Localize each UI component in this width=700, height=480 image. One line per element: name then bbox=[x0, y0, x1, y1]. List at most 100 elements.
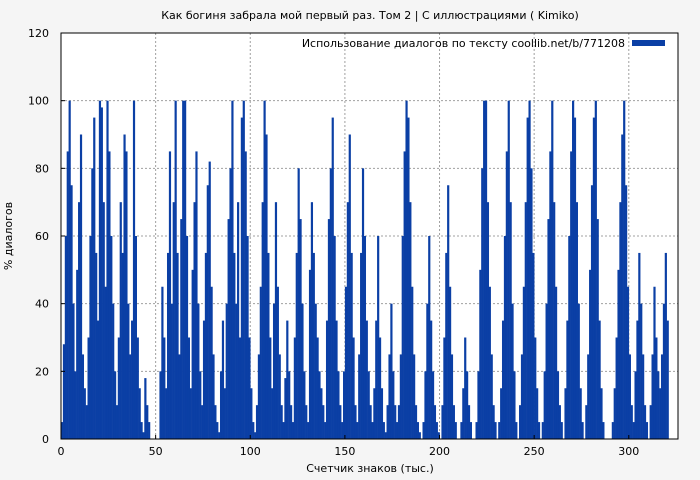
bar bbox=[202, 320, 206, 439]
bar bbox=[360, 252, 363, 439]
bar bbox=[291, 422, 295, 439]
bar bbox=[168, 151, 172, 440]
bar bbox=[592, 117, 596, 439]
bar bbox=[218, 432, 221, 439]
bar bbox=[409, 202, 412, 439]
bar bbox=[314, 303, 317, 439]
bar bbox=[195, 151, 198, 440]
bar bbox=[189, 388, 192, 439]
bar bbox=[214, 405, 217, 439]
bar bbox=[363, 236, 367, 439]
bar bbox=[187, 337, 190, 439]
bar bbox=[628, 354, 631, 439]
bar bbox=[295, 252, 298, 439]
x-tick-label: 50 bbox=[149, 445, 163, 458]
bar bbox=[140, 422, 143, 439]
bar bbox=[134, 236, 137, 439]
bar bbox=[492, 405, 495, 439]
bar bbox=[91, 168, 94, 439]
bar bbox=[452, 405, 455, 439]
bar bbox=[72, 303, 75, 439]
bar bbox=[199, 371, 202, 439]
bar bbox=[664, 252, 667, 439]
bar bbox=[390, 303, 393, 439]
bar bbox=[454, 422, 457, 439]
bar bbox=[589, 269, 592, 439]
bar bbox=[172, 202, 175, 439]
bar bbox=[418, 432, 421, 439]
bar bbox=[505, 151, 508, 440]
bar bbox=[638, 252, 641, 439]
bar bbox=[503, 236, 507, 439]
bar bbox=[422, 422, 425, 439]
bar bbox=[625, 185, 628, 439]
bar bbox=[68, 100, 71, 440]
bar bbox=[344, 286, 348, 439]
bar bbox=[643, 405, 647, 439]
bar bbox=[651, 354, 654, 439]
bar bbox=[308, 269, 312, 439]
bar bbox=[361, 168, 365, 439]
bar bbox=[560, 422, 563, 439]
bar bbox=[335, 320, 338, 439]
bar bbox=[121, 252, 124, 439]
bar bbox=[636, 320, 639, 439]
bar bbox=[64, 236, 67, 439]
bar bbox=[263, 100, 266, 440]
bar bbox=[632, 422, 635, 439]
bar bbox=[416, 422, 420, 439]
bar bbox=[93, 117, 96, 439]
bar bbox=[278, 354, 281, 439]
bar bbox=[240, 117, 243, 439]
bar bbox=[377, 236, 380, 439]
bar bbox=[312, 252, 315, 439]
bar bbox=[564, 388, 567, 439]
bar bbox=[74, 371, 77, 439]
bar bbox=[486, 202, 490, 439]
bar bbox=[477, 371, 480, 439]
bar bbox=[161, 286, 164, 439]
bar bbox=[282, 422, 285, 439]
bar bbox=[339, 405, 342, 439]
bar bbox=[132, 100, 136, 440]
bar bbox=[305, 405, 308, 439]
x-tick-label: 250 bbox=[524, 445, 545, 458]
y-tick-label: 20 bbox=[35, 365, 49, 378]
bar bbox=[223, 388, 226, 439]
bar bbox=[424, 371, 427, 439]
bar bbox=[316, 337, 319, 439]
bar bbox=[178, 354, 181, 439]
bar bbox=[269, 337, 272, 439]
bar bbox=[414, 405, 418, 439]
bar bbox=[331, 117, 334, 439]
bar bbox=[138, 388, 141, 439]
bar bbox=[443, 337, 446, 439]
bar bbox=[378, 337, 382, 439]
bar bbox=[191, 269, 194, 439]
bar bbox=[350, 252, 353, 439]
bar bbox=[528, 100, 531, 440]
bar bbox=[513, 371, 516, 439]
bar bbox=[174, 100, 177, 440]
bar bbox=[600, 388, 603, 439]
bar bbox=[125, 151, 128, 440]
bar bbox=[98, 100, 102, 440]
bar bbox=[252, 422, 255, 439]
bar bbox=[229, 168, 232, 439]
x-tick-label: 200 bbox=[429, 445, 450, 458]
bar bbox=[324, 422, 327, 439]
bar bbox=[193, 202, 196, 439]
bar bbox=[182, 100, 185, 440]
bar bbox=[76, 269, 79, 439]
legend: Использование диалогов по тексту coollib… bbox=[302, 37, 665, 50]
bar bbox=[89, 236, 92, 439]
bar bbox=[532, 252, 535, 439]
bar bbox=[386, 405, 389, 439]
bar bbox=[581, 422, 584, 439]
bar bbox=[87, 337, 90, 439]
bar bbox=[83, 388, 86, 439]
bar bbox=[310, 202, 314, 439]
bar bbox=[382, 422, 385, 439]
bar bbox=[244, 151, 247, 440]
bar bbox=[352, 337, 355, 439]
